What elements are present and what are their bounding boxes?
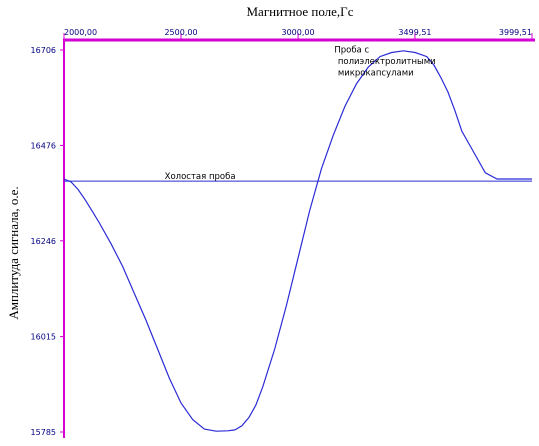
y-tick-label: 16015 — [31, 333, 56, 342]
series-line-sample — [63, 50, 532, 432]
x-tick-label: 3999,51 — [499, 28, 532, 37]
y-tick-label: 16706 — [31, 46, 56, 55]
x-tick-label: 2000,00 — [64, 28, 97, 37]
x-tick-label: 3499,51 — [398, 28, 431, 37]
y-tick-label: 15785 — [31, 428, 56, 437]
x-tick-label: 3000,00 — [282, 28, 315, 37]
y-axis-title: Амплитуда сигнала, о.е. — [6, 186, 21, 319]
annotation-label: Холостая проба — [165, 172, 236, 182]
annotation-label: Проба с — [334, 45, 369, 55]
y-tick-label: 16246 — [31, 237, 56, 246]
annotation-label: микрокапсулами — [338, 68, 414, 78]
y-tick-label: 16476 — [31, 141, 56, 150]
x-tick-label: 2500,00 — [164, 28, 197, 37]
x-axis-title: Магнитное поле,Гс — [247, 4, 354, 19]
annotation-label: полиэлектролитными — [338, 57, 436, 67]
